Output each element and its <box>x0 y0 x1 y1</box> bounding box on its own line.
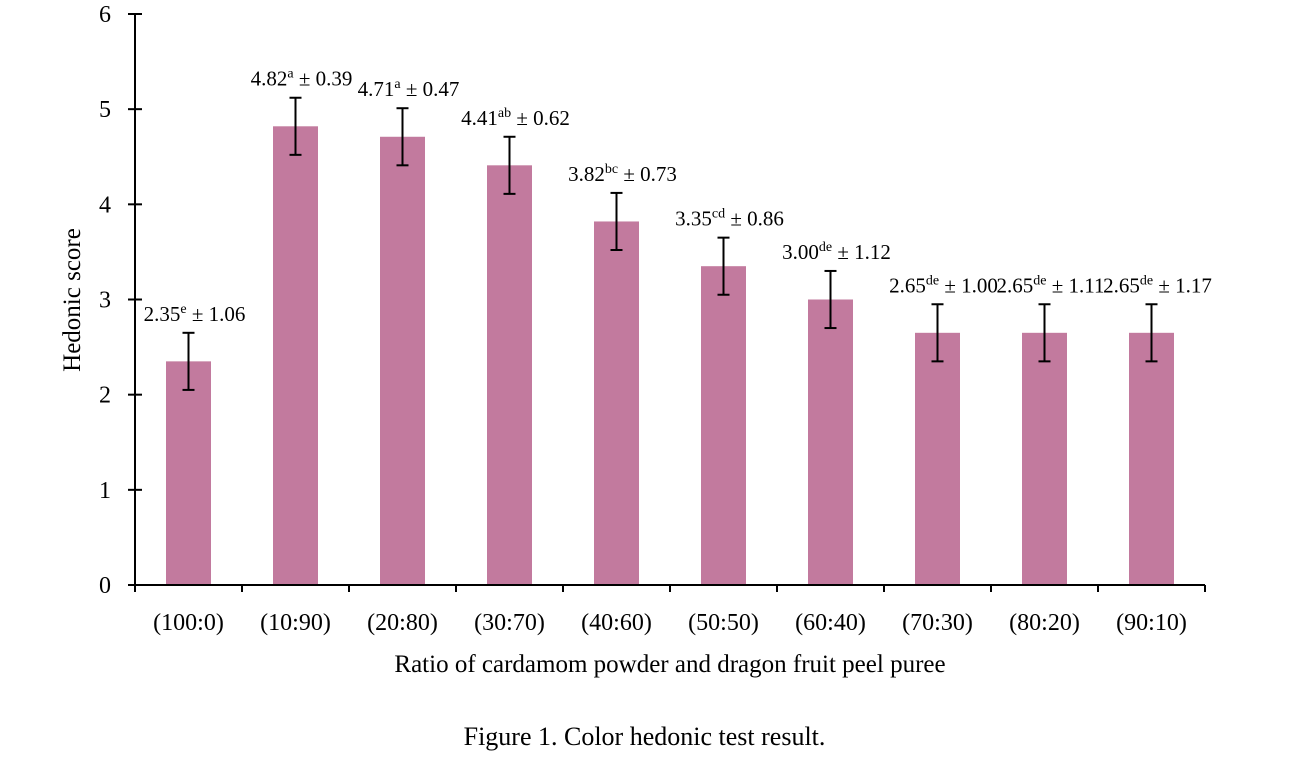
y-axis-label: Hedonic score <box>59 228 86 372</box>
x-tick-label: (100:0) <box>153 610 224 636</box>
x-tick-label: (30:70) <box>474 610 545 636</box>
y-tick-label: 4 <box>99 192 111 218</box>
x-tick-label: (70:30) <box>902 610 973 636</box>
data-label: 3.82bc ± 0.73 <box>568 162 677 186</box>
bar <box>808 299 853 585</box>
bar <box>380 136 425 585</box>
bar <box>166 361 211 585</box>
y-tick-label: 3 <box>99 288 111 314</box>
x-axis-label: Ratio of cardamom powder and dragon frui… <box>394 651 945 678</box>
x-tick-label: (90:10) <box>1116 610 1187 636</box>
figure-caption: Figure 1. Color hedonic test result. <box>463 722 826 751</box>
data-label: 2.35e ± 1.06 <box>144 302 246 326</box>
x-tick-label: (20:80) <box>367 610 438 636</box>
x-tick-label: (50:50) <box>688 610 759 636</box>
bar <box>701 266 746 585</box>
x-tick-label: (60:40) <box>795 610 866 636</box>
x-tick-label: (10:90) <box>260 610 331 636</box>
x-tick-label: (80:20) <box>1009 610 1080 636</box>
bar <box>594 221 639 586</box>
y-tick-label: 2 <box>99 383 111 409</box>
bar <box>1022 332 1067 585</box>
y-tick-label: 1 <box>99 478 111 504</box>
bar <box>273 126 318 586</box>
data-label: 4.41ab ± 0.62 <box>461 106 570 130</box>
bar-chart: 0 1 2 3 4 5 6 (100:0) (10:90) (20:80) (30:70) (40:6… <box>59 2 1212 678</box>
x-tick-label: (40:60) <box>581 610 652 636</box>
y-tick-label: 6 <box>99 2 111 28</box>
data-label: 4.82a ± 0.39 <box>251 67 353 91</box>
y-tick-label: 5 <box>99 97 111 123</box>
bar <box>1129 332 1174 585</box>
data-label: 4.71a ± 0.47 <box>358 77 460 101</box>
data-label: 3.35cd ± 0.86 <box>675 207 784 231</box>
data-label: 2.65de ± 1.11 <box>997 273 1105 297</box>
data-label: 2.65de ± 1.17 <box>1103 273 1212 297</box>
y-tick-label: 0 <box>99 573 111 599</box>
bar <box>487 165 532 585</box>
data-label: 2.65de ± 1.00 <box>889 273 998 297</box>
bar <box>915 332 960 585</box>
data-label: 3.00de ± 1.12 <box>782 240 891 264</box>
